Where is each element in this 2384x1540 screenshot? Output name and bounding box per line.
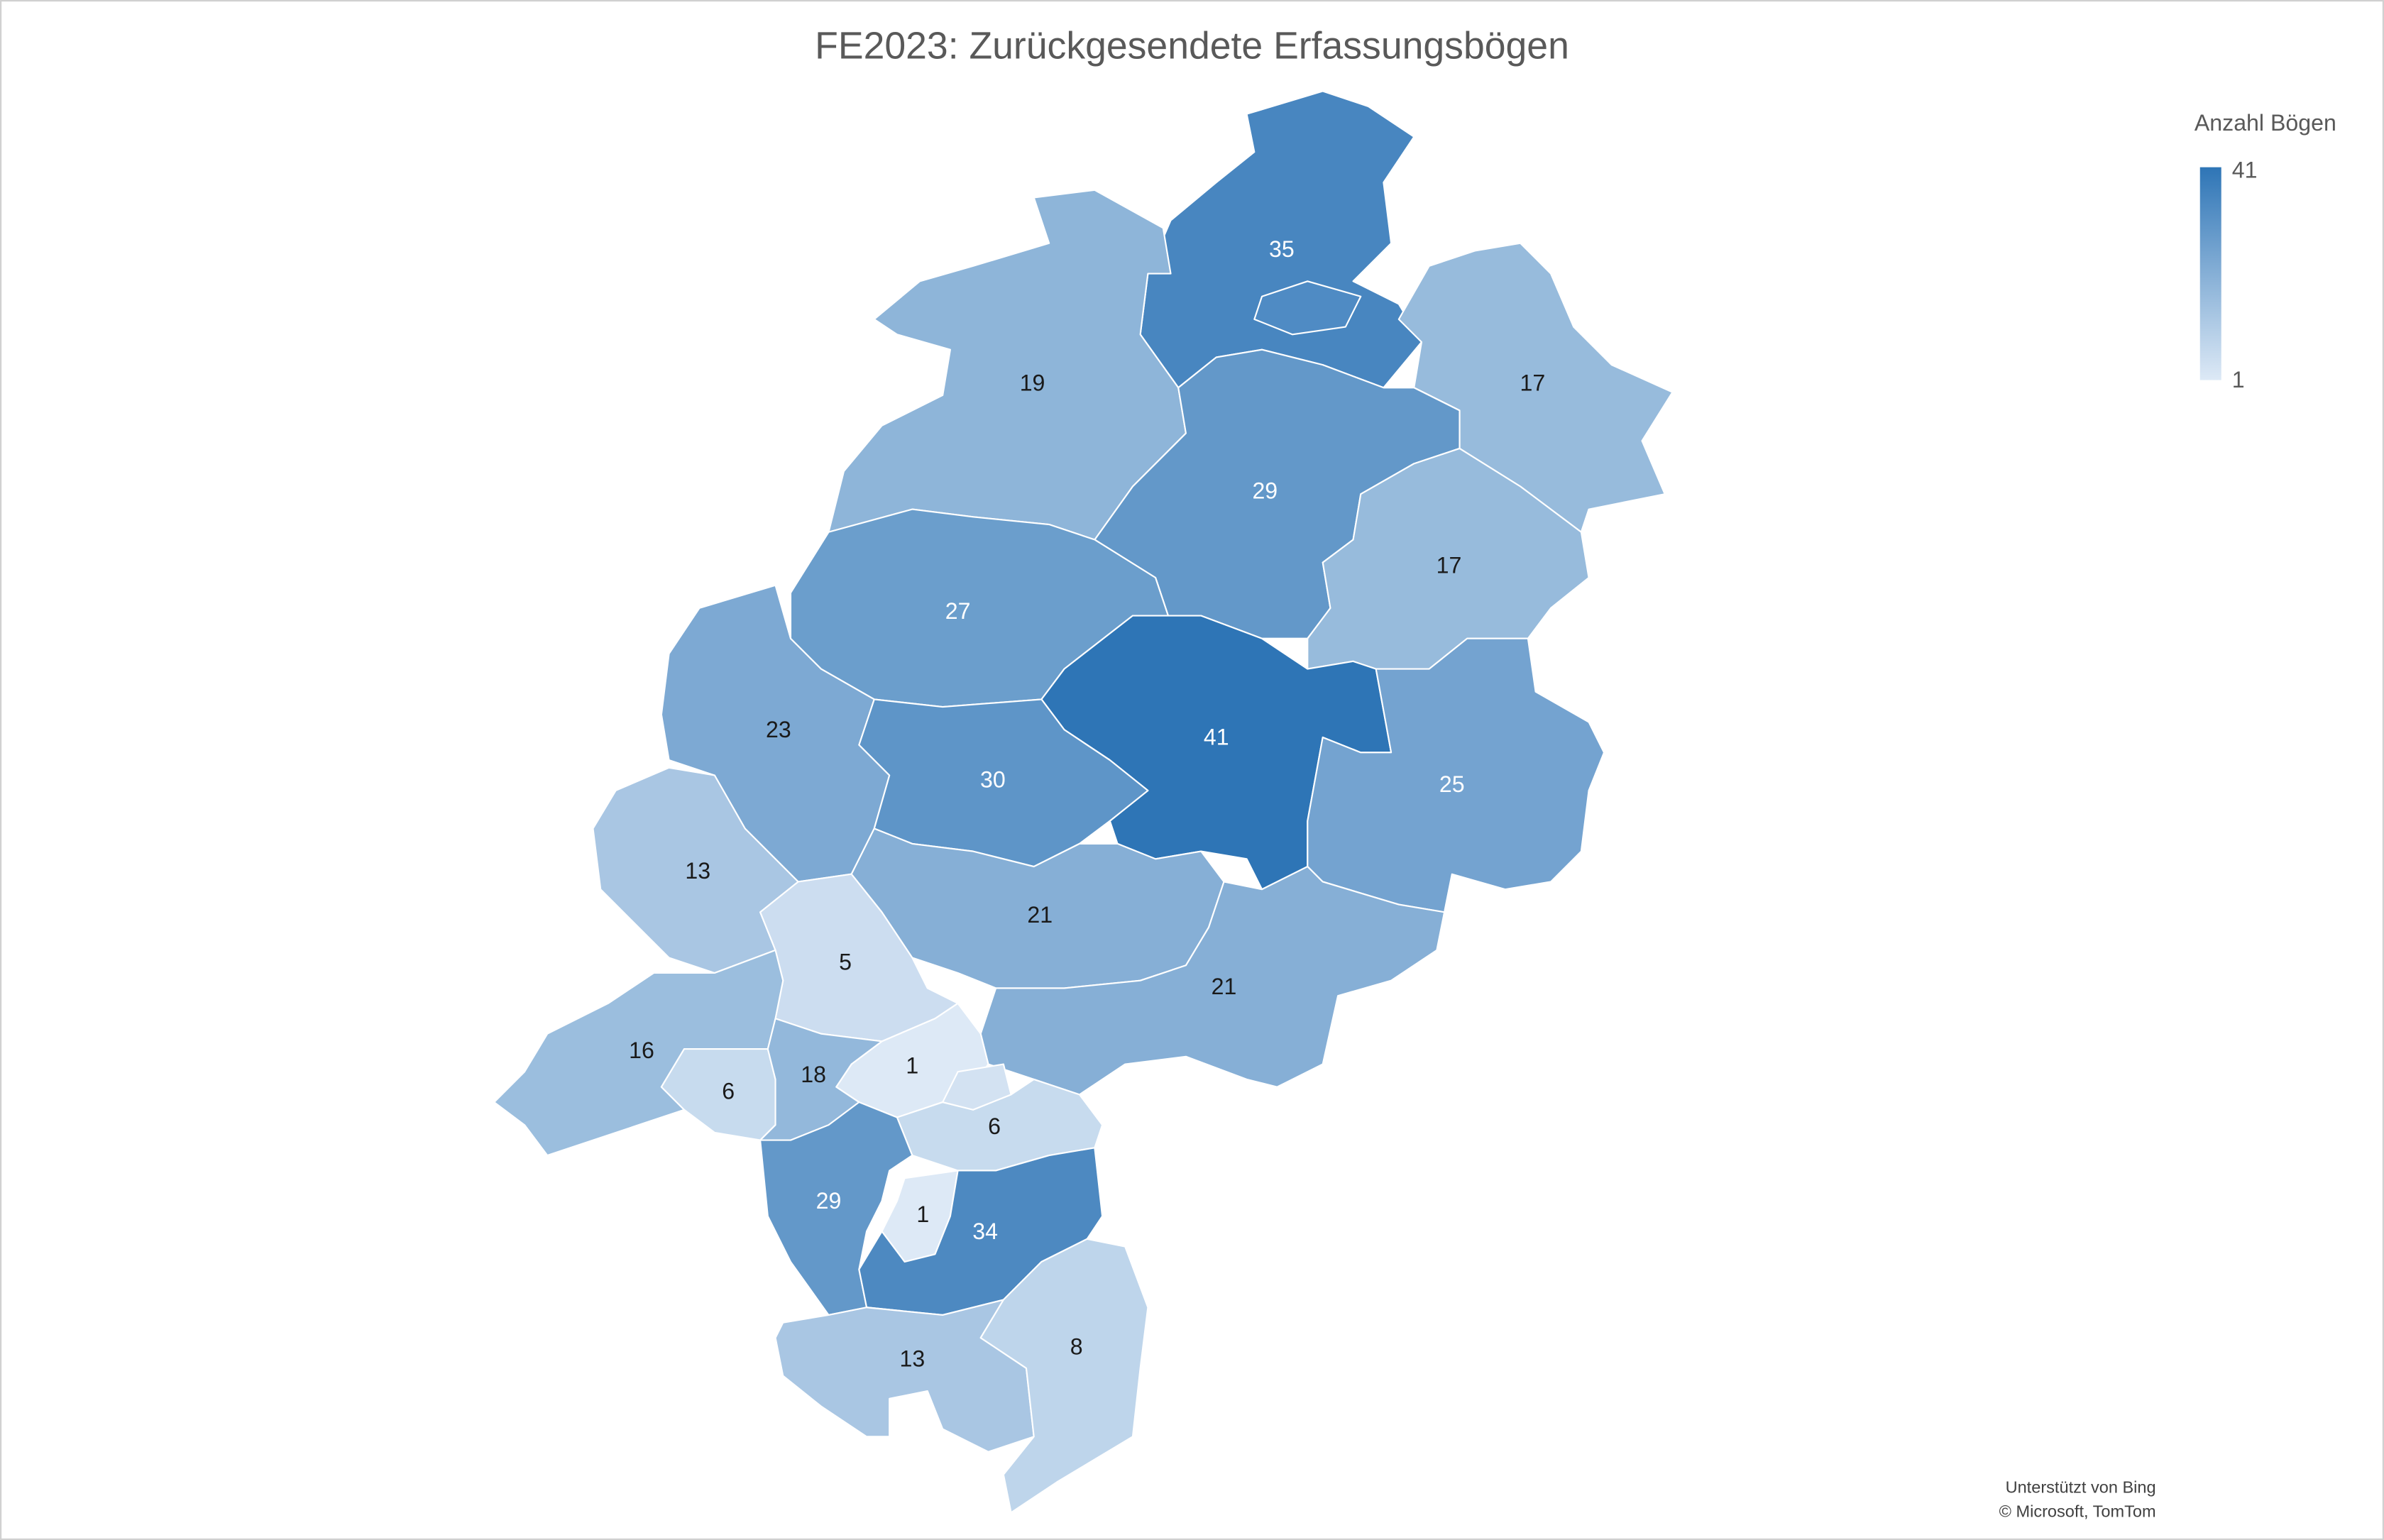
value-label: 34 xyxy=(972,1219,998,1244)
region xyxy=(979,865,1446,1096)
attribution: Unterstützt von Bing xyxy=(2006,1478,2156,1496)
value-label: 17 xyxy=(1520,370,1545,395)
region xyxy=(774,1299,1035,1453)
region xyxy=(1307,637,1605,913)
value-label: 1 xyxy=(906,1052,918,1078)
attribution: © Microsoft, TomTom xyxy=(1999,1502,2156,1521)
value-label: 6 xyxy=(988,1113,1001,1139)
value-label: 21 xyxy=(1212,974,1237,999)
legend-max: 41 xyxy=(2232,158,2258,183)
value-label: 17 xyxy=(1437,553,1462,578)
region xyxy=(1397,242,1674,533)
value-label: 6 xyxy=(722,1079,735,1104)
value-label: 35 xyxy=(1269,236,1295,262)
value-label: 29 xyxy=(816,1188,842,1214)
region xyxy=(759,1101,913,1316)
value-label: 13 xyxy=(899,1346,925,1372)
value-label: 21 xyxy=(1027,902,1053,928)
legend-min: 1 xyxy=(2232,367,2245,392)
value-label: 13 xyxy=(685,858,710,884)
value-label: 29 xyxy=(1252,478,1278,504)
regions xyxy=(493,90,1674,1514)
value-label: 27 xyxy=(945,598,971,624)
value-label: 5 xyxy=(839,950,852,975)
value-label: 18 xyxy=(801,1062,826,1087)
region-unlabeled xyxy=(942,1063,1012,1111)
value-label: 19 xyxy=(1020,370,1045,395)
value-label: 41 xyxy=(1204,725,1229,750)
value-label: 8 xyxy=(1070,1334,1083,1360)
value-label: 30 xyxy=(980,767,1006,793)
chart-title: FE2023: Zurückgesendete Erfassungsbögen xyxy=(815,26,1569,67)
value-label: 16 xyxy=(629,1038,654,1063)
legend-title: Anzahl Bögen xyxy=(2195,110,2336,136)
legend-gradient xyxy=(2199,167,2221,380)
value-label: 25 xyxy=(1439,771,1465,797)
region xyxy=(979,1238,1149,1514)
value-label: 1 xyxy=(916,1201,929,1227)
value-label: 23 xyxy=(766,717,791,742)
region-unlabeled xyxy=(1253,280,1362,336)
